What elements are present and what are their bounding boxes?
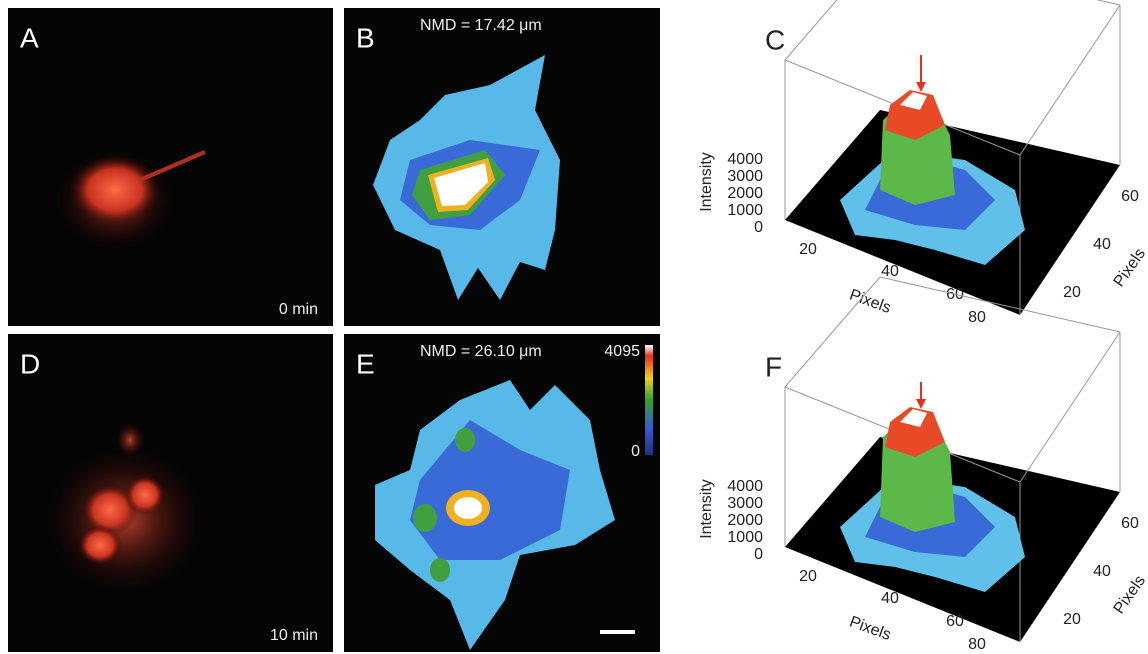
- panel-c: C40003000200010000Intensity20406080Pixel…: [698, 0, 1148, 326]
- nmd-label: NMD = 26.10 μm: [420, 343, 542, 360]
- z-axis-title: Intensity: [698, 152, 715, 212]
- box-edge: [880, 0, 1120, 5]
- z-tick-label: 2000: [727, 512, 763, 529]
- z-tick-label: 0: [754, 219, 763, 236]
- cell: [78, 525, 122, 565]
- arrow-head: [916, 82, 926, 92]
- intensity-map: [413, 504, 437, 532]
- x-tick-label: 40: [881, 590, 899, 607]
- panel-a: A 0 min: [8, 8, 333, 326]
- z-tick-label: 0: [754, 546, 763, 563]
- box-edge: [785, 277, 880, 387]
- nmd-label: NMD = 17.42 μm: [420, 17, 542, 34]
- x-tick-label: 20: [799, 241, 817, 258]
- y-tick-label: 20: [1063, 284, 1081, 301]
- z-tick-label: 4000: [727, 478, 763, 495]
- x-tick-label: 60: [946, 286, 964, 303]
- x-axis-title: Pixels: [847, 286, 893, 317]
- panel-label: C: [765, 24, 785, 55]
- panel-label: E: [356, 348, 375, 379]
- panel-label: A: [20, 22, 39, 53]
- x-tick-label: 60: [946, 613, 964, 630]
- y-axis-title: Pixels: [1111, 572, 1148, 617]
- colorbar-min: 0: [631, 443, 640, 460]
- arrow-head: [916, 399, 926, 409]
- z-tick-label: 1000: [727, 529, 763, 546]
- figure: A 0 min B NMD = 17.42 μm D 10 min 4095: [0, 0, 1148, 654]
- z-tick-label: 1000: [727, 202, 763, 219]
- time-label: 10 min: [270, 627, 318, 644]
- z-tick-label: 3000: [727, 495, 763, 512]
- colorbar-max: 4095: [604, 343, 640, 360]
- box-edge: [1020, 332, 1120, 482]
- z-tick-label: 2000: [727, 185, 763, 202]
- x-axis-title: Pixels: [847, 613, 893, 644]
- panel-label: D: [20, 348, 40, 379]
- cell: [115, 422, 145, 458]
- panel-f: F40003000200010000Intensity20406080Pixel…: [698, 277, 1148, 653]
- panel-label: F: [765, 351, 782, 382]
- time-label: 0 min: [279, 301, 318, 318]
- x-tick-label: 80: [968, 309, 986, 326]
- cell: [70, 155, 160, 225]
- y-axis-title: Pixels: [1111, 245, 1148, 290]
- box-edge: [1020, 5, 1120, 155]
- y-tick-label: 60: [1121, 188, 1139, 205]
- y-tick-label: 20: [1063, 611, 1081, 628]
- intensity-map: [455, 428, 475, 452]
- z-tick-label: 4000: [727, 151, 763, 168]
- x-tick-label: 80: [968, 636, 986, 653]
- intensity-map: [454, 497, 482, 519]
- intensity-map: [430, 558, 450, 582]
- panel-d: D 10 min: [8, 334, 333, 652]
- y-tick-label: 40: [1093, 236, 1111, 253]
- colorbar: [645, 345, 653, 455]
- panel-label: B: [356, 22, 375, 53]
- box-edge: [785, 0, 880, 60]
- panel-e: 4095 0 E NMD = 26.10 μm: [344, 334, 660, 652]
- y-tick-label: 60: [1121, 515, 1139, 532]
- y-tick-label: 40: [1093, 563, 1111, 580]
- x-tick-label: 20: [799, 568, 817, 585]
- z-tick-label: 3000: [727, 168, 763, 185]
- z-axis-title: Intensity: [698, 479, 715, 539]
- panel-b: B NMD = 17.42 μm: [344, 8, 660, 326]
- cell: [125, 475, 165, 515]
